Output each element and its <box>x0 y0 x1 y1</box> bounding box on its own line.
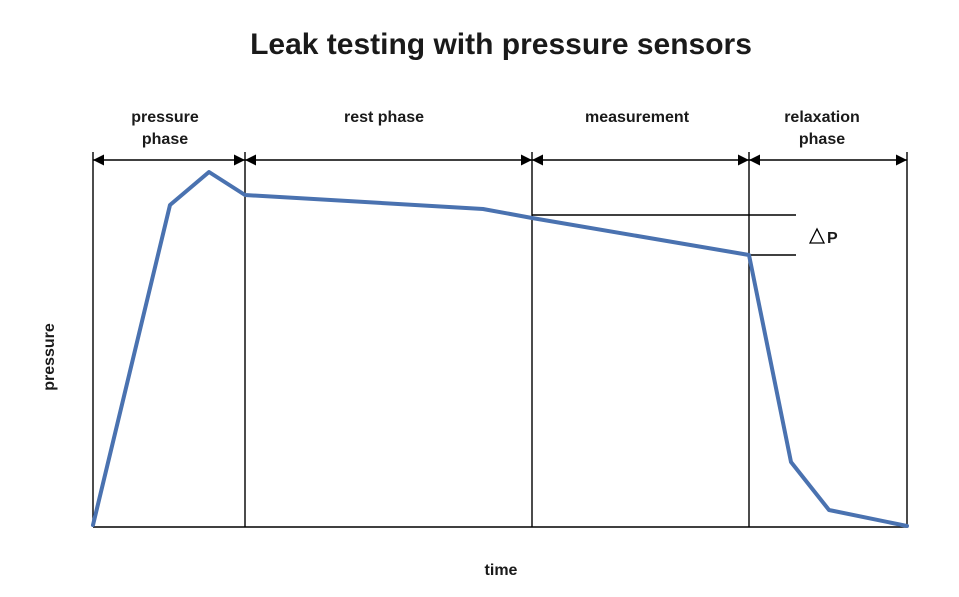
delta-p-label: P <box>827 230 838 247</box>
phase-label-rest: rest phase <box>344 109 424 126</box>
phase-label-relaxation-line1: relaxation <box>784 109 860 126</box>
phase-label-pressure-line2: phase <box>142 131 188 148</box>
page-title: Leak testing with pressure sensors <box>250 28 752 61</box>
phase-label-measurement: measurement <box>585 109 690 126</box>
phase-label-pressure-line1: pressure <box>131 109 199 126</box>
y-axis-label: pressure <box>41 323 58 391</box>
pressure-curve <box>91 170 909 528</box>
delta-icon <box>808 227 826 244</box>
phase-label-relaxation-line2: phase <box>799 131 845 148</box>
x-axis-label: time <box>485 562 518 579</box>
